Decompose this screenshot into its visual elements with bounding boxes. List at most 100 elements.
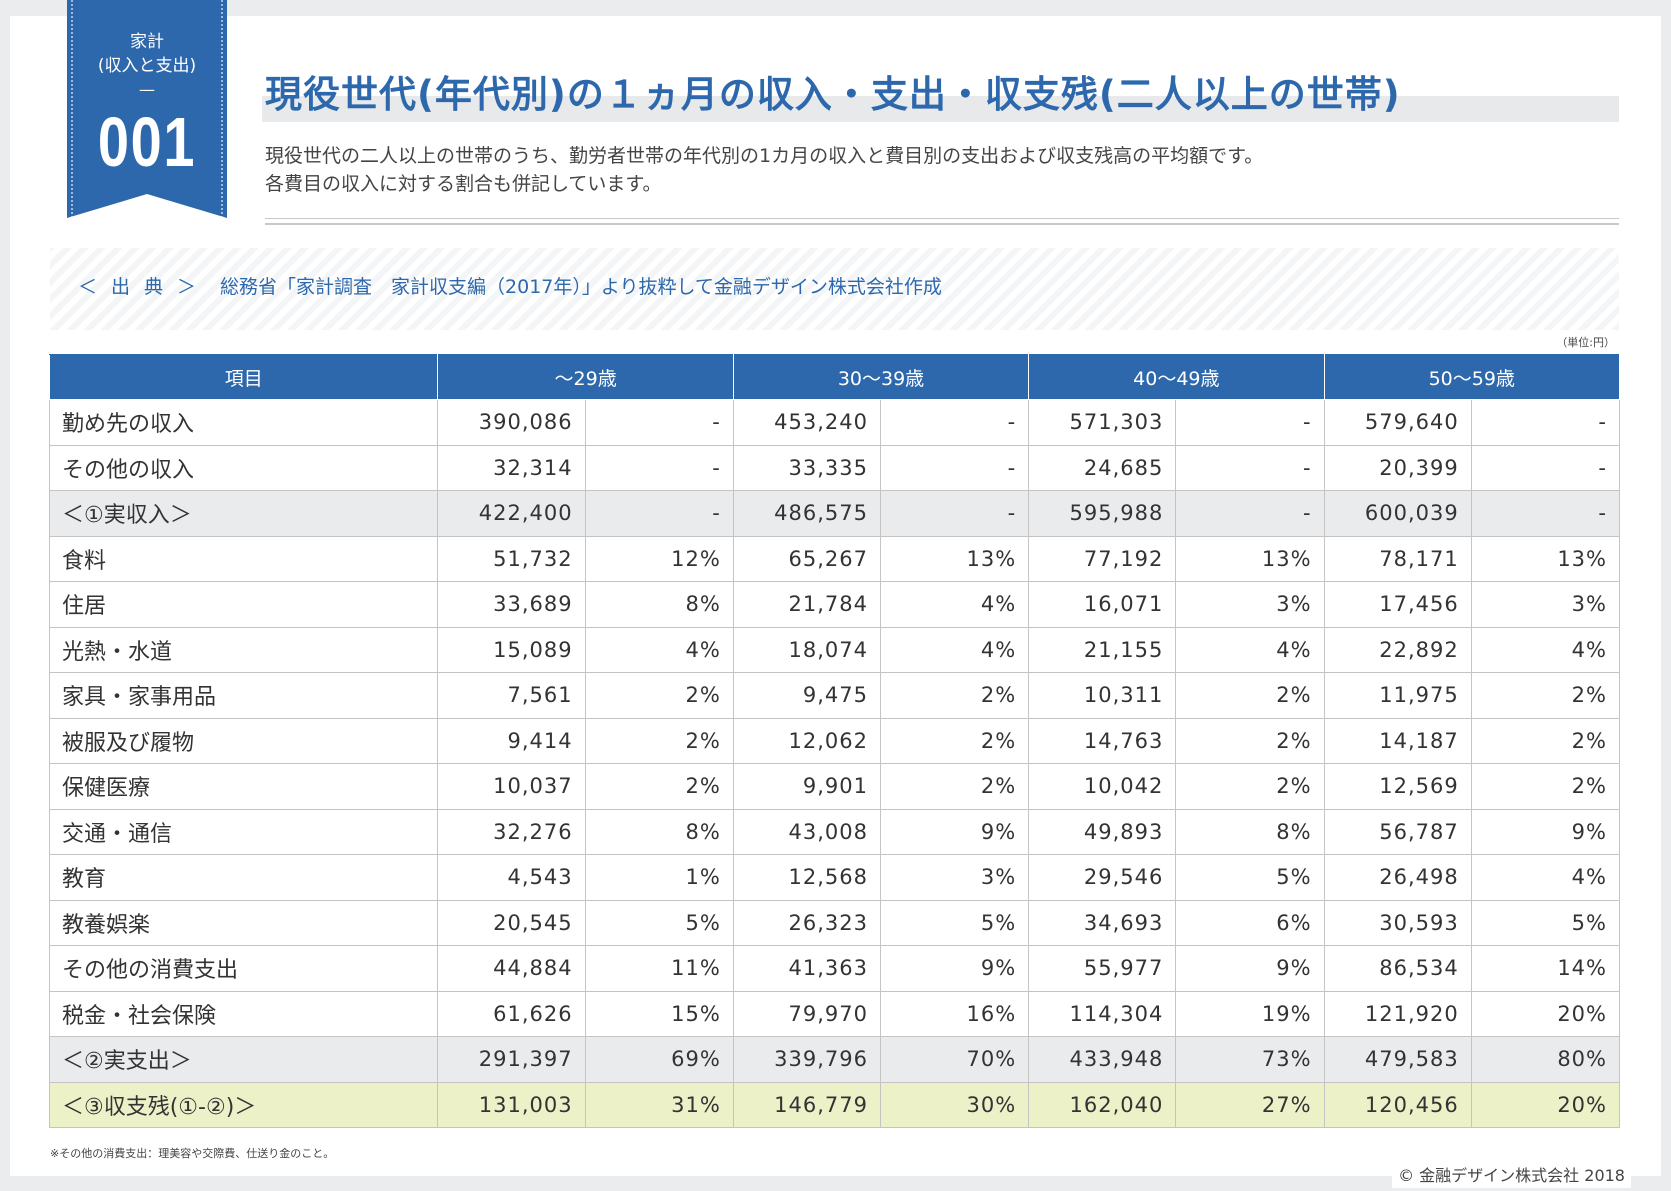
table-row: その他の収入 32,314-33,335-24,685-20,399- — [48, 444, 1621, 491]
row-label: ＜①実収入＞ — [48, 490, 439, 537]
amount-cell: 12,569 — [1323, 763, 1472, 810]
badge-category-text: 家計 (収入と支出) — [97, 32, 197, 76]
ratio-cell: 3% — [1470, 581, 1621, 628]
amount-cell: 61,626 — [437, 990, 586, 1037]
category-badge: 家計 (収入と支出) — 001 — [67, 0, 227, 218]
amount-cell: 10,042 — [1028, 763, 1177, 810]
ratio-cell: 27% — [1175, 1081, 1325, 1128]
ratio-cell: 2% — [879, 717, 1030, 764]
amount-cell: 65,267 — [732, 535, 881, 582]
ratio-cell: 8% — [1175, 808, 1325, 855]
ratio-cell: 2% — [879, 763, 1030, 810]
ratio-cell: 11% — [584, 945, 734, 992]
ratio-cell: 6% — [1175, 899, 1325, 946]
table-row: 被服及び履物 9,414 2% 12,062 2% 14,763 2% 14,187 2% — [48, 717, 1621, 764]
amount-cell: 10,311 — [1028, 672, 1177, 719]
amount-cell: 34,693 — [1028, 899, 1177, 946]
ratio-cell: 20% — [1470, 1081, 1621, 1128]
ratio-cell: 9% — [879, 945, 1030, 992]
table-row: その他の消費支出 44,884 11% 41,363 9% 55,977 9% 86,534 1… — [48, 945, 1621, 992]
amount-cell: 17,456 — [1323, 581, 1472, 628]
source-text: ＜出典＞ 総務省「家計調査 家計収支編（2017年）」より抜粋して金融デザイン株式… — [78, 272, 942, 299]
ratio-cell: 19% — [1175, 990, 1325, 1037]
ratio-cell: 13% — [1175, 535, 1325, 582]
source-box: ＜出典＞ 総務省「家計調査 家計収支編（2017年）」より抜粋して金融デザイン株式… — [50, 248, 1619, 330]
amount-cell: 14,187 — [1323, 717, 1472, 764]
table-row: 光熱・水道 15,089 4% 18,074 4% 21,155 4% 22,892 4% — [48, 626, 1621, 673]
ratio-cell: 15% — [584, 990, 734, 1037]
ratio-cell: - — [1175, 399, 1325, 446]
divider — [265, 218, 1619, 219]
row-label: 税金・社会保険 — [48, 990, 439, 1037]
amount-cell: 18,074 — [732, 626, 881, 673]
amount-cell: 479,583 — [1323, 1036, 1472, 1083]
row-label: 光熱・水道 — [48, 626, 439, 673]
amount-cell: 29,546 — [1028, 854, 1177, 901]
ratio-cell: 80% — [1470, 1036, 1621, 1083]
ratio-cell: - — [584, 399, 734, 446]
amount-cell: 114,304 — [1028, 990, 1177, 1037]
row-label: 保健医療 — [48, 763, 439, 810]
ratio-cell: 9% — [1470, 808, 1621, 855]
ratio-cell: - — [1470, 399, 1621, 446]
amount-cell: 11,975 — [1323, 672, 1472, 719]
amount-cell: 26,323 — [732, 899, 881, 946]
ratio-cell: 2% — [879, 672, 1030, 719]
amount-cell: 121,920 — [1323, 990, 1472, 1037]
table-row: ＜②実支出＞ 291,397 69% 339,796 70% 433,948 73% 479,… — [48, 1036, 1621, 1083]
row-label: 食料 — [48, 535, 439, 582]
amount-cell: 146,779 — [732, 1081, 881, 1128]
table-row: ＜①実収入＞ 422,400-486,575-595,988-600,039- — [48, 490, 1621, 537]
header-age-40s: 40～49歳 — [1028, 354, 1325, 400]
ratio-cell: 2% — [1470, 763, 1621, 810]
amount-cell: 21,784 — [732, 581, 881, 628]
description: 現役世代の二人以上の世帯のうち、勤労者世帯の年代別の1カ月の収入と費目別の支出お… — [265, 142, 1263, 198]
ratio-cell: 8% — [584, 808, 734, 855]
ratio-cell: 4% — [879, 581, 1030, 628]
amount-cell: 579,640 — [1323, 399, 1472, 446]
amount-cell: 44,884 — [437, 945, 586, 992]
amount-cell: 33,335 — [732, 444, 881, 491]
amount-cell: 26,498 — [1323, 854, 1472, 901]
amount-cell: 49,893 — [1028, 808, 1177, 855]
badge-number: 001 — [97, 103, 197, 181]
ratio-cell: - — [879, 444, 1030, 491]
table-row: 家具・家事用品 7,561 2% 9,475 2% 10,311 2% 11,975 2% — [48, 672, 1621, 719]
ratio-cell: 4% — [584, 626, 734, 673]
ratio-cell: 4% — [1175, 626, 1325, 673]
amount-cell: 33,689 — [437, 581, 586, 628]
header-age-under-29: ～29歳 — [437, 354, 734, 400]
amount-cell: 571,303 — [1028, 399, 1177, 446]
row-label: ＜②実支出＞ — [48, 1036, 439, 1083]
row-label: 家具・家事用品 — [48, 672, 439, 719]
ratio-cell: - — [584, 490, 734, 537]
ratio-cell: 4% — [1470, 626, 1621, 673]
amount-cell: 291,397 — [437, 1036, 586, 1083]
amount-cell: 12,062 — [732, 717, 881, 764]
ratio-cell: 14% — [1470, 945, 1621, 992]
amount-cell: 20,399 — [1323, 444, 1472, 491]
ratio-cell: 13% — [1470, 535, 1621, 582]
amount-cell: 4,543 — [437, 854, 586, 901]
ratio-cell: - — [1470, 490, 1621, 537]
copyright: © 金融デザイン株式会社 2018 — [1392, 1160, 1631, 1188]
ratio-cell: 73% — [1175, 1036, 1325, 1083]
ratio-cell: 2% — [584, 763, 734, 810]
page-title: 現役世代(年代別)の１ヵ月の収入・支出・収支残(二人以上の世帯) — [265, 73, 1401, 116]
title-underline-bar — [262, 96, 1619, 122]
ratio-cell: 8% — [584, 581, 734, 628]
ratio-cell: - — [1175, 490, 1325, 537]
ratio-cell: 1% — [584, 854, 734, 901]
amount-cell: 21,155 — [1028, 626, 1177, 673]
amount-cell: 78,171 — [1323, 535, 1472, 582]
amount-cell: 390,086 — [437, 399, 586, 446]
ratio-cell: 5% — [584, 899, 734, 946]
header-item: 項目 — [48, 354, 439, 400]
amount-cell: 15,089 — [437, 626, 586, 673]
header-age-50s: 50～59歳 — [1323, 354, 1621, 400]
ratio-cell: - — [1175, 444, 1325, 491]
row-label: その他の収入 — [48, 444, 439, 491]
amount-cell: 32,314 — [437, 444, 586, 491]
amount-cell: 339,796 — [732, 1036, 881, 1083]
ratio-cell: 5% — [879, 899, 1030, 946]
